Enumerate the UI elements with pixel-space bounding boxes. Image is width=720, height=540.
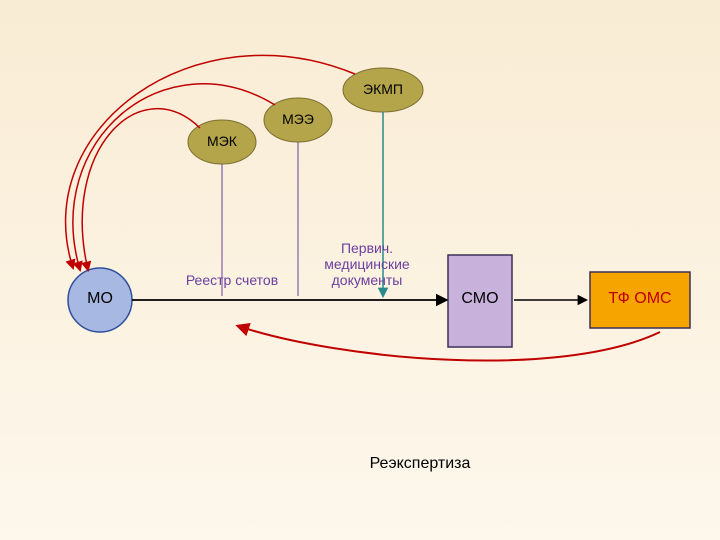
node-mo [68, 268, 132, 332]
diagram-svg [0, 0, 720, 540]
node-smo [448, 255, 512, 347]
node-ekmp [343, 68, 423, 112]
diagram-stage: МО МЭК МЭЭ ЭКМП СМО ТФ ОМС Реестр счетов… [0, 0, 720, 540]
node-tfoms [590, 272, 690, 328]
